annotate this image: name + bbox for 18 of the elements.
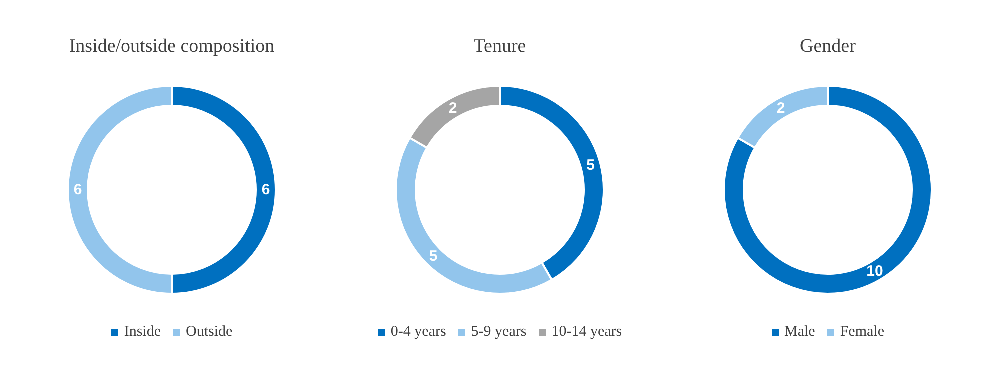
data-label: 2 [448, 100, 458, 118]
legend-label: Inside [123, 324, 161, 341]
chart-title: Inside/outside composition [68, 36, 276, 59]
data-label: 10 [866, 262, 884, 280]
data-label: 5 [586, 157, 595, 174]
data-label: 5 [429, 248, 438, 265]
data-label: 6 [262, 182, 270, 198]
legend-label: 10-14 years [550, 324, 622, 341]
donut-slice [723, 85, 933, 295]
legend-label: Male [784, 324, 816, 341]
data-label: 2 [776, 100, 786, 118]
legend-label: Outside [185, 324, 233, 341]
legend-label: 5-9 years [470, 324, 527, 341]
data-label: 6 [74, 182, 82, 198]
chart-title: Tenure [472, 36, 528, 59]
legend-label: 0-4 years [390, 324, 446, 341]
chart-title: Gender [799, 36, 857, 59]
legend-label: Female [839, 324, 884, 341]
